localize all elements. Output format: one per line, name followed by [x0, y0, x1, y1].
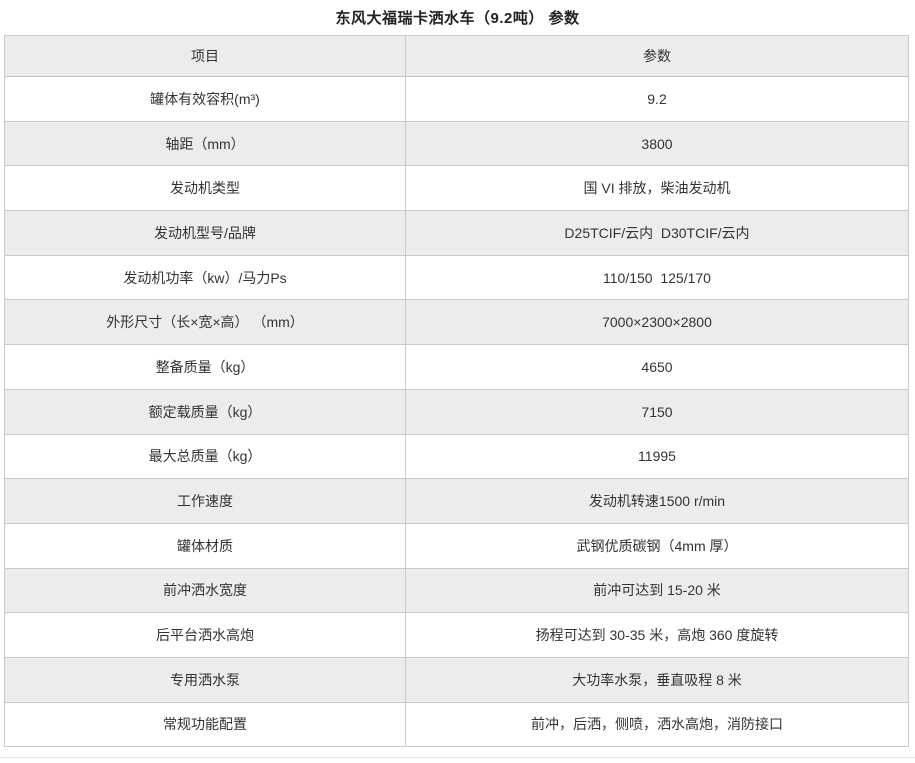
- table-row: 后平台洒水高炮 扬程可达到 30-35 米，高炮 360 度旋转: [4, 612, 909, 658]
- value-cell: 4650: [405, 344, 909, 390]
- value-cell: 11995: [405, 433, 909, 480]
- table-row: 发动机功率（kw）/马力Ps 110/150 125/170: [4, 254, 909, 301]
- table-row: 发动机类型 国 VI 排放，柴油发动机: [4, 165, 909, 212]
- value-cell: 武钢优质碳钢（4mm 厚）: [405, 522, 909, 569]
- table-row: 轴距（mm） 3800: [4, 120, 909, 167]
- item-cell: 常规功能配置: [4, 701, 406, 748]
- table-row: 前冲洒水宽度 前冲可达到 15-20 米: [4, 567, 909, 614]
- item-cell: 工作速度: [4, 478, 406, 524]
- value-cell: 前冲，后洒，侧喷，洒水高炮，消防接口: [405, 701, 909, 748]
- table-row: 罐体有效容积(m³) 9.2: [4, 76, 909, 122]
- item-cell: 额定载质量（kg）: [4, 388, 406, 435]
- value-cell: 前冲可达到 15-20 米: [405, 567, 909, 614]
- table-header-row: 项目 参数: [4, 35, 909, 77]
- table-row: 整备质量（kg） 4650: [4, 344, 909, 390]
- table-row: 专用洒水泵 大功率水泵，垂直吸程 8 米: [4, 656, 909, 703]
- item-cell: 专用洒水泵: [4, 656, 406, 703]
- table-row: 发动机型号/品牌 D25TCIF/云内 D30TCIF/云内: [4, 210, 909, 256]
- table-row: 外形尺寸（长×宽×高） （mm） 7000×2300×2800: [4, 299, 909, 346]
- value-cell: D25TCIF/云内 D30TCIF/云内: [405, 210, 909, 256]
- item-cell: 罐体材质: [4, 522, 406, 569]
- table-row: 工作速度 发动机转速1500 r/min: [4, 478, 909, 524]
- page-title: 东风大福瑞卡洒水车（9.2吨） 参数: [335, 10, 580, 27]
- value-cell: 7000×2300×2800: [405, 299, 909, 346]
- item-cell: 罐体有效容积(m³): [4, 76, 406, 122]
- spec-table: 项目 参数 罐体有效容积(m³) 9.2 轴距（mm） 3800 发动机类型 国…: [4, 35, 909, 748]
- value-cell: 9.2: [405, 76, 909, 122]
- item-cell: 发动机类型: [4, 165, 406, 212]
- table-row: 罐体材质 武钢优质碳钢（4mm 厚）: [4, 522, 909, 569]
- bottom-divider: [0, 757, 915, 758]
- item-cell: 发动机功率（kw）/马力Ps: [4, 254, 406, 301]
- column-header-value: 参数: [405, 35, 909, 77]
- value-cell: 国 VI 排放，柴油发动机: [405, 165, 909, 212]
- table-row: 最大总质量（kg） 11995: [4, 433, 909, 480]
- item-cell: 最大总质量（kg）: [4, 433, 406, 480]
- value-cell: 扬程可达到 30-35 米，高炮 360 度旋转: [405, 612, 909, 658]
- value-cell: 大功率水泵，垂直吸程 8 米: [405, 656, 909, 703]
- column-header-item: 项目: [4, 35, 406, 77]
- item-cell: 后平台洒水高炮: [4, 612, 406, 658]
- spec-table-body: 罐体有效容积(m³) 9.2 轴距（mm） 3800 发动机类型 国 VI 排放…: [4, 76, 909, 748]
- value-cell: 7150: [405, 388, 909, 435]
- table-row: 额定载质量（kg） 7150: [4, 388, 909, 435]
- item-cell: 外形尺寸（长×宽×高） （mm）: [4, 299, 406, 346]
- value-cell: 110/150 125/170: [405, 254, 909, 301]
- value-cell: 3800: [405, 120, 909, 167]
- value-cell: 发动机转速1500 r/min: [405, 478, 909, 524]
- table-row: 常规功能配置 前冲，后洒，侧喷，洒水高炮，消防接口: [4, 701, 909, 748]
- item-cell: 发动机型号/品牌: [4, 210, 406, 256]
- item-cell: 整备质量（kg）: [4, 344, 406, 390]
- item-cell: 前冲洒水宽度: [4, 567, 406, 614]
- item-cell: 轴距（mm）: [4, 120, 406, 167]
